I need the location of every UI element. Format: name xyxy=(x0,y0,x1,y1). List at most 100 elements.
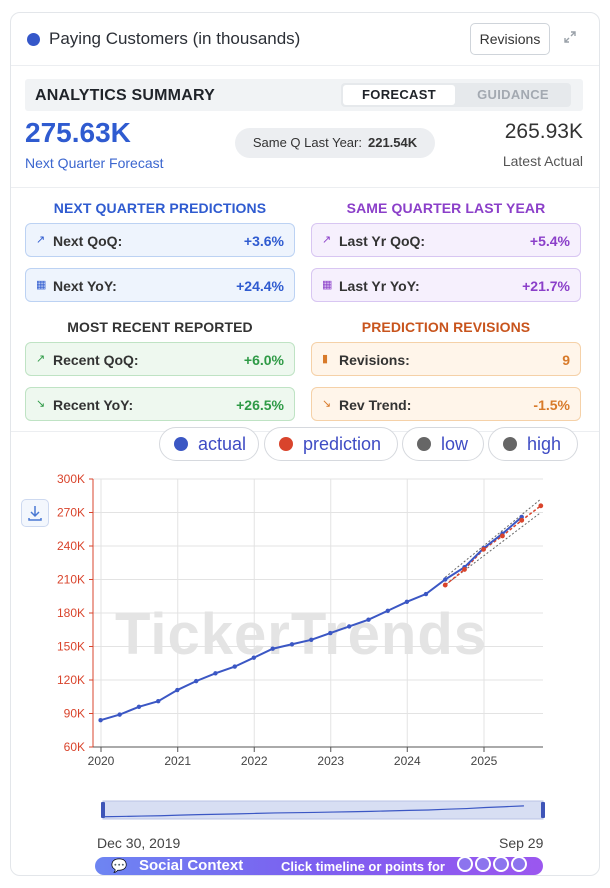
actual-point xyxy=(423,591,429,597)
navigator-window[interactable] xyxy=(102,800,544,820)
rev-trend-value: -1.5% xyxy=(533,397,570,413)
analytics-summary-bar: ANALYTICS SUMMARY FORECAST GUIDANCE xyxy=(25,79,583,111)
recent-reported-title: MOST RECENT REPORTED xyxy=(67,319,253,335)
recent-yoy-value: +26.5% xyxy=(236,397,284,413)
timeline-dot[interactable] xyxy=(493,856,509,872)
legend-low-label: low xyxy=(441,434,469,454)
next-yoy-label: Next YoY: xyxy=(53,278,117,294)
arrow-down-right-icon: ↘ xyxy=(36,398,46,410)
tab-forecast[interactable]: FORECAST xyxy=(343,85,455,105)
range-end-label: Sep 29 xyxy=(499,835,544,851)
tab-guidance[interactable]: GUIDANCE xyxy=(477,87,549,102)
actual-point xyxy=(385,608,390,613)
prediction-point xyxy=(538,503,544,509)
actual-point xyxy=(232,664,237,669)
legend-prediction[interactable]: prediction xyxy=(264,427,398,461)
recent-qoq-label: Recent QoQ: xyxy=(53,352,139,368)
line-chart: 60K 90K 120K 150K 180K 210K 240K 270K 300K 2020 20… xyxy=(57,472,544,768)
same-q-last-year-badge: Same Q Last Year: 221.54K xyxy=(235,128,435,158)
prediction-point xyxy=(500,533,505,539)
actual-point xyxy=(175,687,180,693)
timeline-dot[interactable] xyxy=(475,856,491,872)
legend-dot-low xyxy=(417,437,431,451)
actual-point xyxy=(193,678,199,684)
calendar-icon: ▦ xyxy=(322,279,333,291)
prediction-point xyxy=(462,567,467,572)
last-yr-yoy-label: Last Yr YoY: xyxy=(339,278,420,294)
legend-actual-label: actual xyxy=(198,434,247,454)
next-qoq-card: ↗ Next QoQ: +3.6% xyxy=(25,223,295,257)
prediction-series-line xyxy=(444,505,542,586)
forecast-value: 275.63K xyxy=(25,117,131,148)
legend-prediction-label: prediction xyxy=(303,434,382,454)
same-quarter-title: SAME QUARTER LAST YEAR xyxy=(346,200,546,216)
y-tick-label: 90K xyxy=(64,707,85,721)
last-yr-qoq-label: Last Yr QoQ: xyxy=(339,233,426,249)
arrow-down-right-icon: ↘ xyxy=(322,398,332,410)
revisions-button[interactable]: Revisions xyxy=(470,23,550,55)
recent-yoy-label: Recent YoY: xyxy=(53,397,134,413)
y-tick-label: 150K xyxy=(57,640,85,654)
navigator-handle-right[interactable] xyxy=(541,802,545,818)
card-title: Paying Customers (in thousands) xyxy=(49,29,301,48)
y-tick-label: 60K xyxy=(64,740,85,754)
prediction-revisions-title: PREDICTION REVISIONS xyxy=(361,319,531,335)
bar-chart-icon: ▮ xyxy=(322,353,329,365)
next-yoy-card: ▦ Next YoY: +24.4% xyxy=(25,268,295,302)
download-icon[interactable] xyxy=(21,499,49,527)
actual-point xyxy=(117,712,122,717)
social-context-title: Social Context xyxy=(139,857,244,874)
same-q-label: Same Q Last Year: xyxy=(252,135,362,150)
chat-icon: 💬 xyxy=(111,858,128,873)
timeline-dots[interactable] xyxy=(457,856,529,875)
timeline-dot[interactable] xyxy=(457,856,473,872)
x-tick-label: 2024 xyxy=(394,754,421,768)
summary-tabs: FORECAST GUIDANCE xyxy=(341,83,571,107)
legend-high[interactable]: high xyxy=(488,427,578,461)
legend-dot-actual xyxy=(174,437,188,451)
recent-qoq-card: ↗ Recent QoQ: +6.0% xyxy=(25,342,295,376)
x-tick-label: 2020 xyxy=(88,754,115,768)
actual-point xyxy=(443,577,448,582)
actual-point xyxy=(213,671,218,676)
x-tick-label: 2025 xyxy=(471,754,498,768)
actual-point xyxy=(519,514,524,520)
navigator-handle-left[interactable] xyxy=(101,802,105,818)
trend-up-icon: ↗ xyxy=(36,234,46,246)
revisions-count-label: Revisions: xyxy=(339,352,410,368)
social-context-bar[interactable]: 💬 Social Context Click timeline or point… xyxy=(95,857,543,875)
x-tick-label: 2021 xyxy=(164,754,191,768)
actual-point xyxy=(347,624,352,629)
range-start-label: Dec 30, 2019 xyxy=(97,835,181,851)
actual-point xyxy=(251,655,257,660)
card-header: Paying Customers (in thousands) Revision… xyxy=(11,13,599,66)
expand-icon[interactable] xyxy=(563,30,577,44)
next-qoq-label: Next QoQ: xyxy=(53,233,123,249)
forecast-label: Next Quarter Forecast xyxy=(25,155,164,171)
last-yr-yoy-card: ▦ Last Yr YoY: +21.7% xyxy=(311,268,581,302)
social-context-hint: Click timeline or points for xyxy=(281,859,445,874)
prediction-point xyxy=(481,546,486,552)
actual-point xyxy=(156,699,161,704)
timeline-dot[interactable] xyxy=(511,856,527,872)
legend-dot-high xyxy=(503,437,517,451)
actual-point xyxy=(289,642,295,647)
next-quarter-title: NEXT QUARTER PREDICTIONS xyxy=(53,200,267,216)
chart-card: Paying Customers (in thousands) Revision… xyxy=(10,12,600,876)
next-qoq-value: +3.6% xyxy=(243,233,284,249)
revisions-count-value: 9 xyxy=(562,352,570,368)
same-q-value: 221.54K xyxy=(367,135,418,150)
legend-actual[interactable]: actual xyxy=(159,427,259,461)
actual-point xyxy=(136,704,142,709)
calendar-icon: ▦ xyxy=(36,279,47,291)
summary-title: ANALYTICS SUMMARY xyxy=(35,87,216,104)
last-yr-qoq-card: ↗ Last Yr QoQ: +5.4% xyxy=(311,223,581,257)
y-tick-label: 300K xyxy=(57,472,85,486)
latest-actual-value: 265.93K xyxy=(504,120,583,143)
actual-series-line xyxy=(100,516,523,722)
legend-low[interactable]: low xyxy=(402,427,484,461)
low-series-line xyxy=(444,512,542,586)
last-yr-yoy-value: +21.7% xyxy=(522,278,570,294)
timeline-navigator[interactable] xyxy=(11,795,599,825)
arrow-up-right-icon: ↗ xyxy=(36,353,46,365)
